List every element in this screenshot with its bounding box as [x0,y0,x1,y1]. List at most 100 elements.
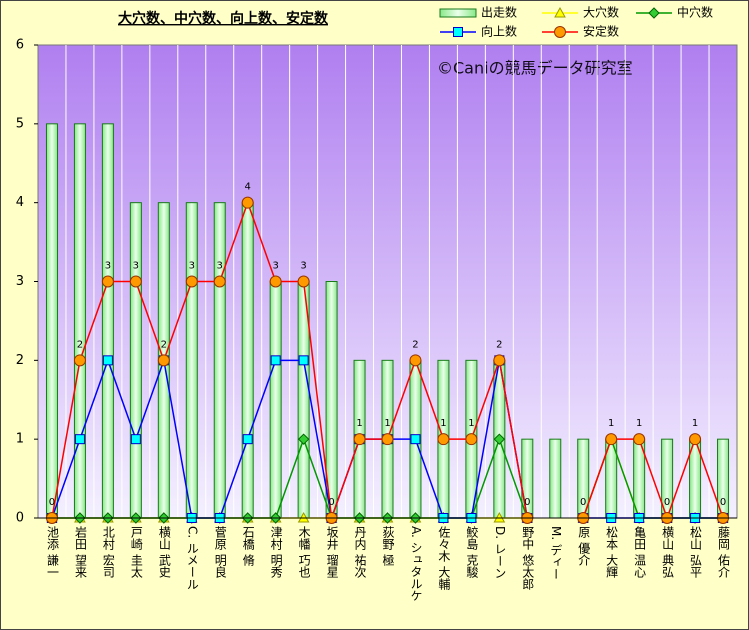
data-label: 3 [189,261,195,272]
marker [554,6,566,18]
x-tick-label: 藤岡 佑介 [717,526,731,578]
data-label: 1 [440,418,446,429]
legend-label: 中穴数 [677,5,713,20]
marker [297,275,310,288]
legend-label: 大穴数 [583,5,619,20]
marker [493,354,506,367]
marker [554,26,566,38]
marker [269,275,282,288]
data-label: 2 [496,339,502,350]
x-tick-label: 原 優介 [577,526,591,566]
legend-label: 向上数 [481,24,517,39]
x-tick-label: 荻野 極 [381,526,395,566]
x-tick-label: 松山 弘平 [689,526,703,578]
x-tick-label: 亀田 温心 [633,526,647,578]
x-tick-label: 石橋 脩 [241,526,255,566]
x-tick-label: 松本 大輝 [605,526,619,578]
x-tick-label: 池添 謙一 [45,526,59,578]
bar [101,123,114,519]
bar [129,202,142,519]
data-label: 1 [692,418,698,429]
marker [410,434,421,445]
x-tick-label: 岩田 望来 [73,525,87,578]
x-tick-label: 木幡 巧也 [297,526,311,578]
y-tick-label: 0 [16,511,24,526]
data-label: 3 [300,261,306,272]
data-label: 0 [664,497,670,508]
data-label: 2 [412,339,418,350]
marker [73,354,86,367]
marker [437,433,450,446]
x-tick-label: 横山 武史 [157,526,171,578]
y-tick-label: 4 [16,195,24,210]
data-label: 0 [328,497,334,508]
y-tick-label: 1 [16,432,24,447]
data-label: 3 [272,261,278,272]
x-tick-label: C. ルメール [185,526,199,590]
marker [381,433,394,446]
x-tick-label: 野中 悠太郎 [521,526,535,590]
x-tick-label: 横山 典弘 [661,526,675,578]
chart-title: 大穴数、中穴数、向上数、安定数 [118,10,329,27]
data-label: 0 [49,497,55,508]
x-tick-label: M. ディー [549,526,563,580]
marker [465,433,478,446]
legend-swatch [439,8,477,18]
data-label: 0 [524,497,530,508]
x-tick-label: D. レーン [493,526,507,579]
x-tick-label: 北村 宏司 [101,526,115,578]
y-tick-label: 3 [16,274,24,289]
marker [453,27,463,37]
legend-label: 出走数 [481,5,517,20]
marker [130,434,141,445]
marker [605,433,618,446]
marker [297,433,310,445]
y-tick-label: 6 [16,38,24,53]
data-label: 4 [245,182,251,193]
marker [353,433,366,446]
data-label: 1 [384,418,390,429]
x-tick-label: 丹内 祐次 [353,526,367,578]
bar [241,202,254,519]
data-label: 1 [468,418,474,429]
marker [102,355,113,366]
marker [185,275,198,288]
x-tick-label: 鮫島 克駿 [465,525,479,579]
x-tick-label: 津村 明秀 [269,526,283,578]
marker [633,433,646,446]
data-label: 2 [161,339,167,350]
marker [74,434,85,445]
bar [269,281,282,519]
data-label: 0 [720,497,726,508]
x-tick-label: 菅原 明良 [213,526,227,579]
y-tick-label: 2 [16,353,24,368]
data-label: 3 [105,261,111,272]
marker [648,7,660,19]
data-label: 0 [580,497,586,508]
bar [185,202,198,519]
x-tick-label: A. シュタルケ [409,526,423,602]
bar [73,123,86,519]
bar [549,438,562,519]
marker [298,355,309,366]
x-tick-label: 坂井 瑠星 [325,526,339,578]
data-label: 1 [636,418,642,429]
marker [242,434,253,445]
data-label: 3 [133,261,139,272]
marker [241,196,254,209]
watermark: ©Caniの競馬データ研究室 [437,59,633,78]
marker [101,275,114,288]
y-tick-label: 5 [16,116,24,131]
x-tick-label: 戸崎 圭太 [129,526,143,578]
marker [213,275,226,288]
bar [45,123,58,519]
marker [157,354,170,367]
data-label: 1 [608,418,614,429]
legend-label: 安定数 [583,24,619,39]
marker [689,433,702,446]
x-tick-label: 佐々木 大輔 [437,526,451,591]
marker [129,275,142,288]
data-label: 2 [77,339,83,350]
marker [270,355,281,366]
